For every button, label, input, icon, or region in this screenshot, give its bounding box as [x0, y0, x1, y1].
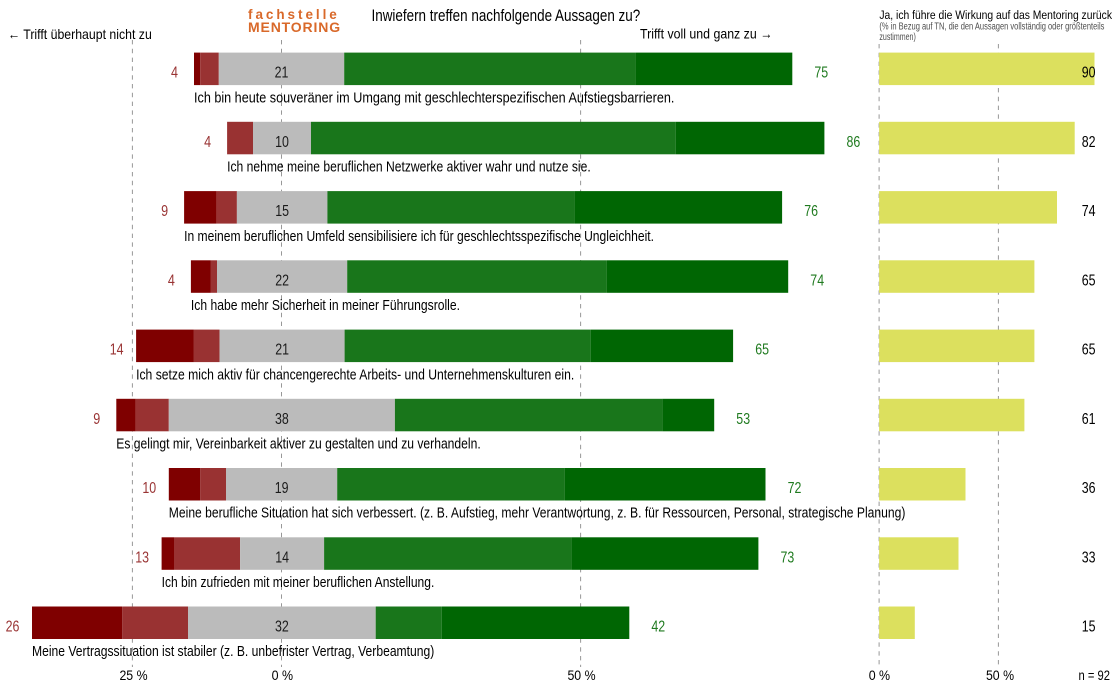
svg-text:Ich bin zufrieden mit meiner b: Ich bin zufrieden mit meiner beruflichen… [162, 574, 435, 591]
svg-text:26: 26 [6, 619, 20, 636]
svg-text:9: 9 [93, 411, 100, 428]
svg-text:50 %: 50 % [567, 667, 595, 683]
svg-text:61: 61 [1082, 411, 1096, 428]
svg-text:86: 86 [847, 134, 861, 151]
svg-text:74: 74 [1082, 203, 1096, 220]
svg-text:n = 92: n = 92 [1079, 668, 1111, 683]
svg-text:65: 65 [1082, 342, 1096, 359]
svg-text:38: 38 [275, 411, 289, 428]
svg-text:4: 4 [204, 134, 211, 151]
svg-text:90: 90 [1082, 65, 1096, 82]
svg-text:9: 9 [161, 203, 168, 220]
svg-text:19: 19 [275, 480, 289, 497]
svg-text:65: 65 [1082, 272, 1096, 289]
svg-text:25 %: 25 % [119, 667, 147, 683]
svg-text:33: 33 [1082, 549, 1096, 566]
svg-text:fachstelle: fachstelle [248, 7, 339, 22]
svg-text:75: 75 [814, 65, 828, 82]
svg-text:Trifft voll und ganz zu →: Trifft voll und ganz zu → [640, 26, 773, 42]
svg-text:74: 74 [810, 272, 824, 289]
svg-text:42: 42 [651, 619, 665, 636]
svg-text:0 %: 0 % [869, 667, 890, 683]
svg-text:10: 10 [142, 480, 156, 497]
svg-text:MENTORING: MENTORING [248, 19, 341, 35]
svg-text:50 %: 50 % [986, 667, 1014, 683]
svg-text:4: 4 [171, 65, 178, 82]
svg-text:73: 73 [781, 549, 795, 566]
svg-text:Ja, ich führe die Wirkung auf: Ja, ich führe die Wirkung auf das Mentor… [879, 8, 1112, 22]
svg-text:22: 22 [275, 272, 289, 289]
svg-text:In meinem beruflichen Umfeld s: In meinem beruflichen Umfeld sensibilisi… [184, 228, 654, 245]
svg-text:82: 82 [1082, 134, 1096, 151]
svg-text:Meine berufliche Situation hat: Meine berufliche Situation hat sich verb… [169, 505, 906, 522]
svg-text:76: 76 [804, 203, 818, 220]
svg-text:Es gelingt mir, Vereinbarkeit: Es gelingt mir, Vereinbarkeit aktiver zu… [116, 436, 480, 453]
svg-text:36: 36 [1082, 480, 1096, 497]
svg-text:Inwiefern treffen nachfolgende: Inwiefern treffen nachfolgende Aussagen … [372, 6, 641, 25]
svg-text:Ich setze mich aktiv für chanc: Ich setze mich aktiv für chancengerechte… [136, 366, 574, 383]
svg-text:Ich nehme meine beruflichen Ne: Ich nehme meine beruflichen Netzwerke ak… [227, 159, 591, 176]
svg-text:13: 13 [135, 549, 149, 566]
svg-text:21: 21 [275, 65, 289, 82]
svg-text:53: 53 [736, 411, 750, 428]
svg-text:Ich bin heute souveräner im Um: Ich bin heute souveräner im Umgang mit g… [194, 89, 674, 106]
svg-text:0 %: 0 % [272, 667, 293, 683]
svg-text:32: 32 [275, 619, 289, 636]
svg-text:72: 72 [788, 480, 802, 497]
svg-text:14: 14 [275, 549, 289, 566]
svg-text:(% in Bezug auf TN, die den Au: (% in Bezug auf TN, die den Aussagen vol… [879, 22, 1104, 33]
svg-text:15: 15 [275, 203, 289, 220]
svg-text:← Trifft überhaupt nicht zu: ← Trifft überhaupt nicht zu [8, 26, 152, 42]
svg-text:Meine Vertragssituation ist st: Meine Vertragssituation ist stabiler (z.… [32, 643, 434, 660]
svg-text:65: 65 [755, 342, 769, 359]
svg-text:21: 21 [275, 342, 289, 359]
svg-text:10: 10 [275, 134, 289, 151]
svg-text:14: 14 [110, 342, 124, 359]
svg-text:15: 15 [1082, 619, 1096, 636]
svg-text:Ich habe mehr Sicherheit in me: Ich habe mehr Sicherheit in meiner Führu… [191, 297, 460, 314]
svg-text:zustimmen): zustimmen) [879, 32, 915, 43]
svg-text:4: 4 [168, 272, 175, 289]
